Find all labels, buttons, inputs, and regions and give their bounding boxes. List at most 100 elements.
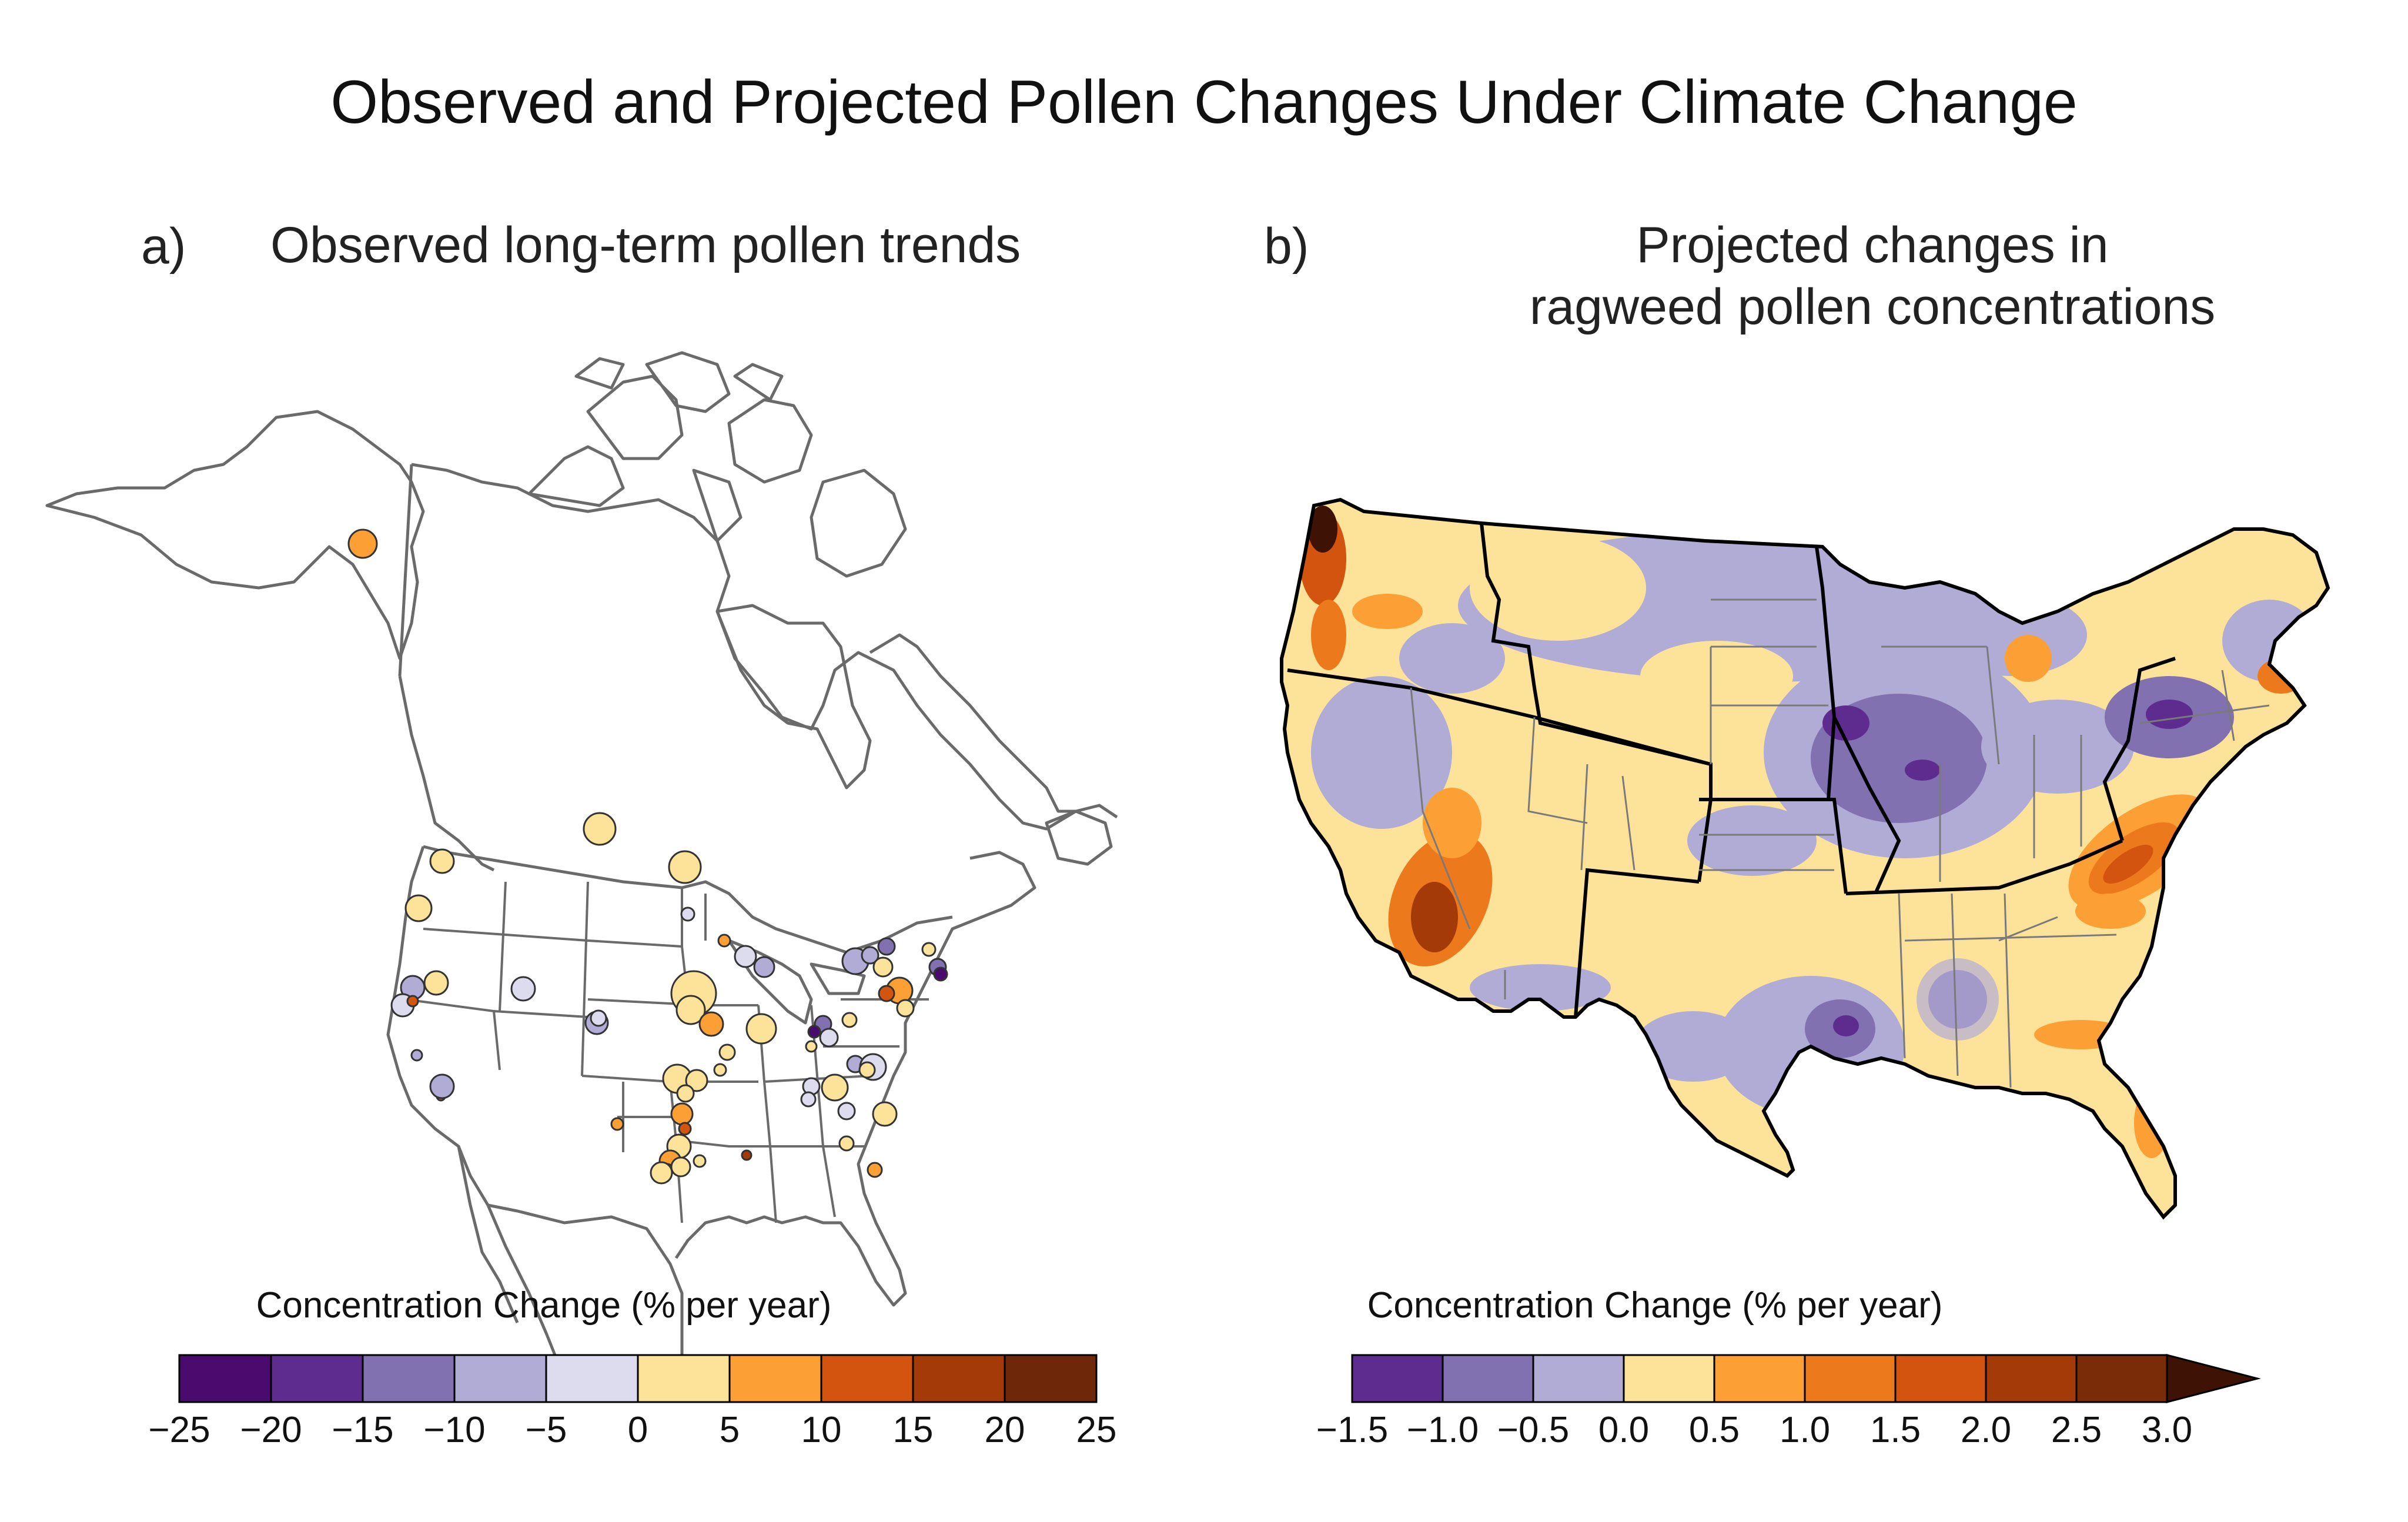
mexico-outline xyxy=(457,1146,684,1370)
colorbar-tick-label: 10 xyxy=(801,1410,842,1450)
station-marker xyxy=(713,1063,727,1077)
colorbar-tick-label: 2.5 xyxy=(2051,1410,2102,1450)
station-marker xyxy=(406,995,419,1008)
colorbar-tick-label: 1.5 xyxy=(1869,1410,1921,1450)
station-marker xyxy=(867,1162,883,1178)
station-marker xyxy=(837,1102,856,1120)
us-west-coast xyxy=(386,846,560,1364)
station-marker xyxy=(933,966,948,982)
colorbar-segment xyxy=(1532,1354,1625,1403)
station-marker xyxy=(921,942,937,957)
station-marker xyxy=(734,945,757,968)
colorbar-tick-label: −5 xyxy=(525,1410,567,1450)
state-borders xyxy=(1410,598,2270,1088)
colorbar-tick-label: 2.0 xyxy=(1960,1410,2012,1450)
colorbar-segment xyxy=(362,1354,456,1403)
panel-a-colorbar xyxy=(178,1354,1098,1403)
panel-a-colorbar-label: Concentration Change (% per year) xyxy=(256,1285,832,1326)
colorbar-tick-label: −15 xyxy=(332,1410,394,1450)
station-marker xyxy=(872,1101,898,1127)
colorbar-segment xyxy=(1713,1354,1806,1403)
colorbar-tick-label: 0 xyxy=(627,1410,648,1450)
colorbar-tick-label: 20 xyxy=(984,1410,1025,1450)
colorbar-segment xyxy=(1985,1354,2078,1403)
colorbar-segment xyxy=(1804,1354,1897,1403)
station-marker xyxy=(675,995,706,1025)
newfoundland xyxy=(1045,809,1113,866)
maritime-coast xyxy=(927,851,1036,977)
station-marker xyxy=(698,1011,724,1037)
station-marker xyxy=(819,1028,839,1048)
station-marker xyxy=(510,976,536,1002)
station-marker xyxy=(858,1061,876,1079)
colorbar-segment xyxy=(1004,1354,1098,1403)
colorbar-extend-arrow xyxy=(2166,1354,2261,1403)
conus-borders xyxy=(1280,497,2330,1220)
station-marker xyxy=(670,1102,694,1126)
canada-outline xyxy=(398,463,1118,872)
colorbar-segment xyxy=(912,1354,1006,1403)
colorbar-segment xyxy=(270,1354,364,1403)
panel-b-title-line2: ragweed pollen concentrations xyxy=(1529,279,2216,335)
colorbar-tick-label: −25 xyxy=(148,1410,210,1450)
colorbar-segment xyxy=(820,1354,914,1403)
colorbar-segment xyxy=(1351,1354,1444,1403)
colorbar-tick-label: 3.0 xyxy=(2141,1410,2193,1450)
colorbar-tick-label: −0.5 xyxy=(1497,1410,1570,1450)
station-marker xyxy=(410,1049,423,1062)
colorbar-tick-label: −20 xyxy=(240,1410,302,1450)
station-marker xyxy=(423,970,449,996)
panel-a-title: Observed long-term pollen trends xyxy=(270,217,1021,273)
station-marker xyxy=(718,1043,736,1061)
station-marker xyxy=(872,956,894,978)
station-marker xyxy=(685,1069,708,1092)
station-marker xyxy=(404,894,433,922)
station-marker xyxy=(741,1149,752,1161)
arctic-islands xyxy=(527,351,907,578)
conus-heatmap xyxy=(1282,500,2328,1217)
station-marker xyxy=(678,1122,692,1136)
colorbar-tick-label: 25 xyxy=(1076,1410,1117,1450)
station-marker xyxy=(896,999,915,1018)
station-marker xyxy=(429,848,455,874)
station-marker xyxy=(807,1025,821,1039)
colorbar-tick-label: 5 xyxy=(719,1410,740,1450)
station-marker xyxy=(650,1161,673,1185)
labrador-coast xyxy=(869,633,1076,813)
station-marker xyxy=(610,1117,624,1131)
station-marker xyxy=(800,1091,817,1108)
station-marker xyxy=(668,850,702,884)
station-marker xyxy=(753,956,775,978)
colorbar-tick-label: −1.0 xyxy=(1406,1410,1479,1450)
colorbar-tick-label: 15 xyxy=(892,1410,934,1450)
colorbar-segment xyxy=(1623,1354,1715,1403)
station-marker xyxy=(841,1012,858,1028)
panel-b-letter: b) xyxy=(1264,218,1309,275)
station-marker xyxy=(838,1135,855,1152)
panel-b-colorbar-label: Concentration Change (% per year) xyxy=(1367,1285,1943,1326)
colorbar-segment xyxy=(637,1354,731,1403)
us-east-gulf-coast xyxy=(674,975,931,1307)
colorbar-segment xyxy=(728,1354,822,1403)
station-markers xyxy=(347,528,948,1185)
colorbar-tick-label: −1.5 xyxy=(1316,1410,1389,1450)
station-marker xyxy=(680,906,695,922)
alaska-outline xyxy=(45,410,425,660)
north-america-map xyxy=(45,351,1118,1370)
station-marker xyxy=(805,1040,818,1053)
colorbar-segment xyxy=(453,1354,547,1403)
colorbar-segment xyxy=(2075,1354,2168,1403)
hudson-bay xyxy=(715,604,872,790)
station-marker xyxy=(347,528,378,559)
panel-b-title-line1: Projected changes in xyxy=(1636,217,2109,273)
colorbar-segment xyxy=(1442,1354,1534,1403)
station-marker xyxy=(717,934,731,948)
panel-a-letter: a) xyxy=(141,218,186,275)
colorbar-tick-label: 0.5 xyxy=(1688,1410,1740,1450)
conus-outline xyxy=(1280,497,2330,1220)
colorbar-segment xyxy=(178,1354,272,1403)
colorbar-segment xyxy=(545,1354,639,1403)
station-marker xyxy=(861,946,879,965)
colorbar-tick-label: 1.0 xyxy=(1779,1410,1831,1450)
